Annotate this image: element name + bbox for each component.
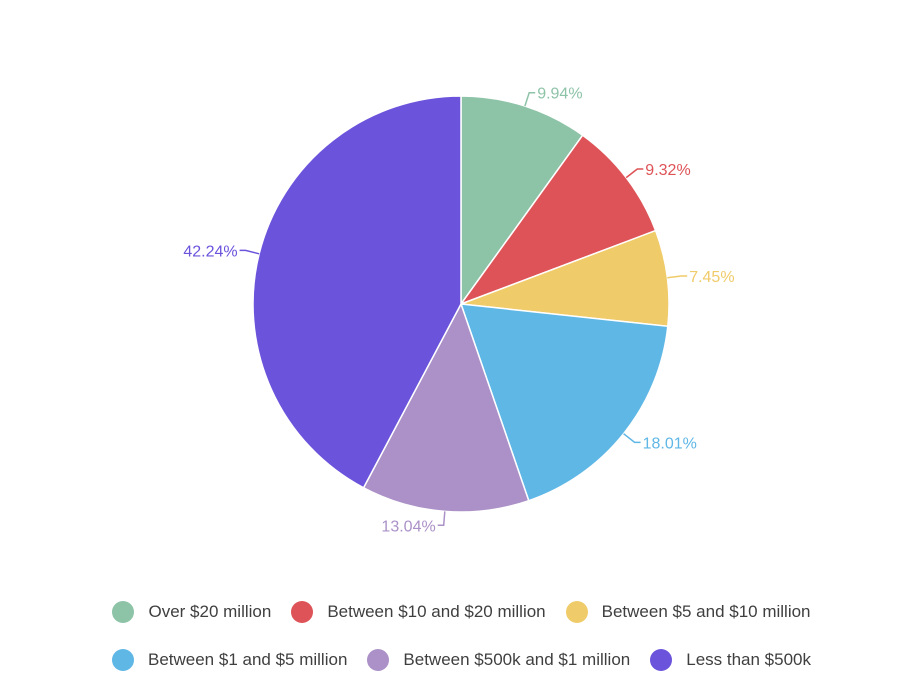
data-label-less-than-500k: 42.24%: [183, 243, 237, 260]
legend: Over $20 million Between $10 and $20 mil…: [0, 590, 923, 686]
legend-swatch: [112, 601, 135, 623]
data-label-between-1-and-5-million: 18.01%: [643, 435, 697, 452]
leader-line: [625, 168, 644, 179]
legend-label: Between $10 and $20 million: [327, 602, 546, 621]
legend-label: Less than $500k: [686, 650, 811, 669]
legend-swatch: [291, 601, 314, 623]
legend-row-2: Between $1 and $5 million Between $500k …: [0, 638, 923, 682]
legend-label: Between $5 and $10 million: [601, 602, 811, 621]
pie-slice-between-10-and-20-million[interactable]: [458, 134, 657, 306]
legend-item-over-20m[interactable]: Over $20 million: [112, 601, 271, 623]
legend-item-under-500k[interactable]: Less than $500k: [650, 649, 811, 671]
legend-label: Between $1 and $5 million: [147, 650, 348, 669]
leader-line: [239, 249, 260, 255]
pie-slices: [252, 95, 670, 513]
legend-label: Between $500k and $1 million: [403, 650, 631, 669]
pie-slice-between-5-and-10-million[interactable]: [460, 229, 670, 328]
leader-line: [623, 433, 641, 444]
data-label-over-20-million: 9.94%: [537, 86, 582, 103]
pie-slice-over-20-million[interactable]: [460, 95, 584, 307]
legend-swatch: [565, 601, 588, 623]
leader-line: [667, 275, 688, 279]
leader-line: [437, 511, 446, 527]
pie-data-labels: 9.94% 9.32% 7.45% 18.01% 13.04% 42.24%: [183, 86, 734, 536]
legend-swatch: [650, 649, 673, 671]
legend-row-1: Over $20 million Between $10 and $20 mil…: [0, 590, 923, 634]
data-label-between-10-and-20-million: 9.32%: [645, 162, 690, 179]
legend-item-5m-10m[interactable]: Between $5 and $10 million: [565, 601, 811, 623]
pie-chart-canvas: 9.94% 9.32% 7.45% 18.01% 13.04% 42.24%: [183, 86, 734, 536]
data-label-between-500k-and-1-million: 13.04%: [381, 518, 435, 535]
leader-line: [524, 91, 536, 107]
legend-swatch: [111, 649, 134, 671]
legend-item-500k-1m[interactable]: Between $500k and $1 million: [367, 649, 630, 671]
pie-slice-between-500k-and-1-million[interactable]: [362, 302, 530, 513]
legend-item-1m-5m[interactable]: Between $1 and $5 million: [111, 649, 348, 671]
data-label-between-5-and-10-million: 7.45%: [689, 269, 734, 286]
legend-swatch: [367, 649, 390, 671]
legend-label: Over $20 million: [148, 602, 272, 621]
legend-item-10m-20m[interactable]: Between $10 and $20 million: [291, 601, 546, 623]
